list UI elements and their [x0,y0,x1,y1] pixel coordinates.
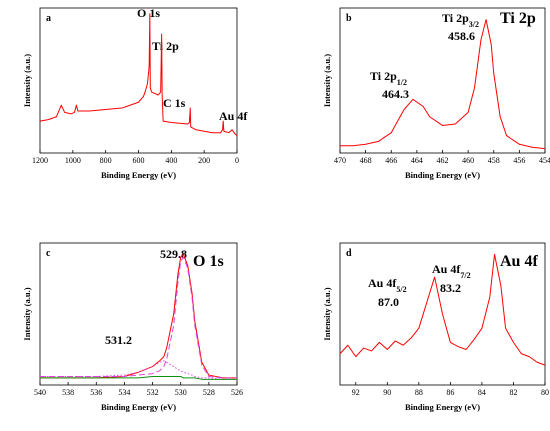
panel-label: c [46,248,51,259]
x-tick-label: 530 [175,388,187,397]
x-tick-label: 466 [385,156,397,165]
x-tick-label: 470 [334,156,346,165]
annotation-text: 464.3 [382,87,409,101]
x-tick-label: 86 [446,388,454,397]
annotation-subscript: 3/2 [469,20,479,29]
annotation-text: Au 4f [219,109,248,123]
x-tick-label: 454 [539,156,550,165]
x-tick-label: 92 [352,388,360,397]
x-tick-label: 200 [198,156,210,165]
x-tick-label: 800 [100,156,112,165]
x-tick-label: 1000 [65,156,81,165]
x-tick-label: 88 [415,388,423,397]
peak-annotation: Au 4f [219,109,248,123]
peak-annotation: 458.6 [448,29,475,43]
x-tick-label: 462 [437,156,449,165]
y-axis-label: Intensity (a.u.) [322,287,332,340]
annotation-text: 87.0 [378,295,399,309]
x-tick-label: 534 [118,388,130,397]
x-tick-label: 1200 [32,156,48,165]
x-tick-label: 84 [478,388,486,397]
x-tick-label: 90 [383,388,391,397]
x-axis-label: Binding Energy (eV) [101,402,176,412]
spectrum-line [40,375,237,380]
annotation-text: Au 4f [432,262,461,276]
panel-title: Au 4f [500,253,538,270]
peak-annotation: 83.2 [440,281,461,295]
peak-annotation: 87.0 [378,295,399,309]
spectrum-line [39,13,238,136]
y-axis-label: Intensity (a.u.) [322,54,332,107]
panel-title: Ti 2p [500,10,536,27]
x-tick-label: 536 [90,388,102,397]
plot-frame [39,7,238,154]
x-tick-label: 80 [541,388,549,397]
peak-annotation: C 1s [163,96,186,110]
peak-annotation: 531.2 [105,333,132,347]
x-tick-label: 82 [509,388,517,397]
x-tick-label: 526 [231,388,243,397]
x-axis-label: Binding Energy (eV) [405,170,480,180]
y-axis-label: Intensity (a.u.) [22,287,32,340]
annotation-subscript: 1/2 [397,78,407,87]
annotation-text: Ti 2p [152,39,179,53]
peak-annotation: Ti 2p3/2 [442,11,479,29]
peak-annotation: Ti 2p [152,39,179,53]
x-tick-label: 460 [462,156,474,165]
x-tick-label: 458 [488,156,500,165]
x-tick-label: 456 [513,156,525,165]
x-tick-label: 464 [411,156,423,165]
annotation-text: Ti 2p [442,11,469,25]
panel-label: a [46,13,51,24]
x-axis-label: Binding Energy (eV) [405,402,480,412]
spectrum-line [340,19,546,150]
annotation-text: C 1s [163,96,186,110]
x-tick-label: 468 [360,156,372,165]
peak-annotation: Au 4f5/2 [368,276,407,294]
annotation-text: 531.2 [105,333,132,347]
x-tick-label: 400 [165,156,177,165]
x-axis-label: Binding Energy (eV) [101,170,176,180]
peak-annotation: Ti 2p1/2 [370,69,407,87]
annotation-subscript: 7/2 [460,271,470,280]
panel-label: b [346,13,352,24]
spectrum-line [40,360,237,380]
spectrum-line [40,256,237,379]
annotation-text: 458.6 [448,29,475,43]
x-tick-label: 600 [133,156,145,165]
plot-frame [339,242,546,386]
annotation-text: O 1s [137,6,160,20]
peak-annotation: O 1s [137,6,160,20]
annotation-text: Ti 2p [370,69,397,83]
plot-frame [39,242,238,386]
spectrum-line [40,253,237,379]
annotation-subscript: 5/2 [396,285,406,294]
panel-label: d [346,248,352,259]
annotation-text: 83.2 [440,281,461,295]
peak-annotation: Au 4f7/2 [432,262,471,280]
peak-annotation: 464.3 [382,87,409,101]
x-tick-label: 532 [147,388,159,397]
y-axis-label: Intensity (a.u.) [22,54,32,107]
x-tick-label: 540 [34,388,46,397]
x-tick-label: 0 [235,156,239,165]
x-tick-label: 528 [203,388,215,397]
spectrum-line [339,253,546,366]
x-tick-label: 538 [62,388,74,397]
annotation-text: Au 4f [368,276,397,290]
panel-title: O 1s [193,253,224,270]
